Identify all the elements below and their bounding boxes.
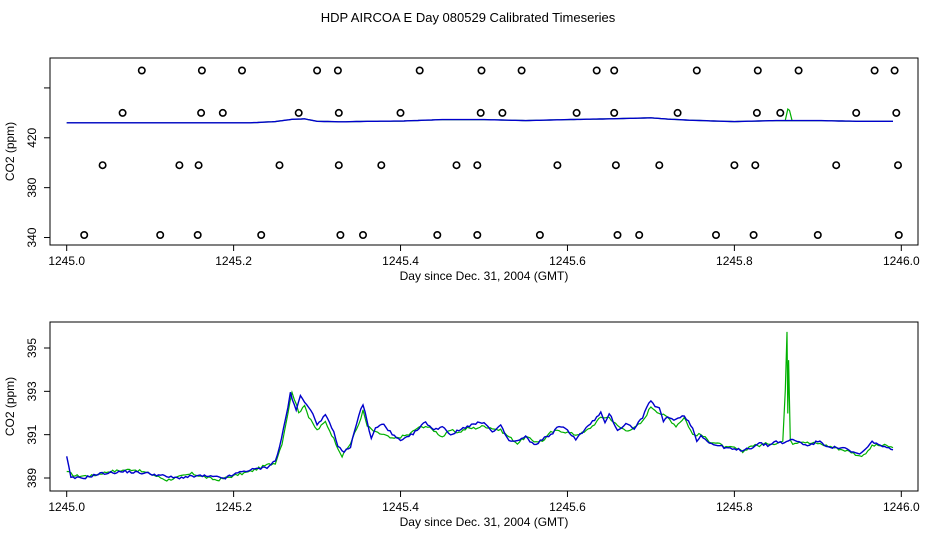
data-point <box>197 108 206 117</box>
data-point <box>473 231 482 240</box>
y-tick-label: 380 <box>25 177 39 197</box>
y-tick-label: 391 <box>25 424 39 444</box>
data-point <box>610 108 619 117</box>
data-point <box>238 66 247 75</box>
data-point <box>753 66 762 75</box>
data-point <box>313 66 322 75</box>
data-point <box>711 231 720 240</box>
x-tick-label: 1245.8 <box>716 254 753 268</box>
data-point <box>396 108 405 117</box>
data-point <box>334 108 343 117</box>
data-point <box>294 108 303 117</box>
data-point <box>193 231 202 240</box>
data-point <box>592 66 601 75</box>
x-tick-label: 1245.0 <box>48 500 85 514</box>
data-point <box>194 161 203 170</box>
x-axis-label: Day since Dec. 31, 2004 (GMT) <box>400 269 569 283</box>
data-point <box>218 108 227 117</box>
y-tick-label: 420 <box>25 127 39 147</box>
data-point <box>749 231 758 240</box>
data-point <box>890 66 899 75</box>
y-tick-label: 393 <box>25 381 39 401</box>
data-point <box>894 231 903 240</box>
data-point <box>730 161 739 170</box>
data-point <box>692 66 701 75</box>
data-point <box>655 161 664 170</box>
data-point <box>452 161 461 170</box>
data-point <box>80 231 89 240</box>
y-tick-label: 395 <box>25 338 39 358</box>
data-point <box>197 66 206 75</box>
y-tick-label: 389 <box>25 468 39 488</box>
data-point <box>870 66 879 75</box>
data-point <box>776 108 785 117</box>
y-axis-label: CO2 (ppm) <box>3 377 17 436</box>
data-point <box>473 161 482 170</box>
data-point <box>333 66 342 75</box>
data-point <box>613 231 622 240</box>
blue-series-line <box>66 392 894 480</box>
y-tick-label: 340 <box>25 227 39 247</box>
data-point <box>852 108 861 117</box>
x-tick-label: 1245.4 <box>382 500 419 514</box>
data-point <box>377 161 386 170</box>
data-point <box>137 66 146 75</box>
data-point <box>433 231 442 240</box>
plot-frame <box>49 57 919 246</box>
x-tick-label: 1245.2 <box>215 500 252 514</box>
green-series-line <box>66 331 894 482</box>
data-point <box>610 66 619 75</box>
data-point <box>535 231 544 240</box>
figure-title: HDP AIRCOA E Day 080529 Calibrated Times… <box>321 10 616 25</box>
data-point <box>118 108 127 117</box>
data-point <box>175 161 184 170</box>
data-point <box>794 66 803 75</box>
x-tick-label: 1246.0 <box>883 254 920 268</box>
data-point <box>673 108 682 117</box>
data-point <box>813 231 822 240</box>
data-point <box>832 161 841 170</box>
data-point <box>336 231 345 240</box>
green-spike <box>784 108 793 121</box>
plot-frame <box>49 321 919 492</box>
data-point <box>553 161 562 170</box>
x-tick-label: 1245.6 <box>549 254 586 268</box>
data-point <box>477 66 486 75</box>
x-axis-label: Day since Dec. 31, 2004 (GMT) <box>400 515 569 529</box>
x-tick-label: 1245.6 <box>549 500 586 514</box>
data-point <box>275 161 284 170</box>
y-axis-label: CO2 (ppm) <box>3 122 17 181</box>
data-point <box>572 108 581 117</box>
data-point <box>415 66 424 75</box>
data-point <box>751 161 760 170</box>
data-point <box>892 108 901 117</box>
data-point <box>498 108 507 117</box>
bottom-panel: 1245.0 1245.2 1245.4 1245.6 1245.8 1246.0 389 3… <box>3 321 920 529</box>
x-tick-label: 1245.4 <box>382 254 419 268</box>
data-point <box>635 231 644 240</box>
data-point <box>334 161 343 170</box>
x-tick-label: 1246.0 <box>883 500 920 514</box>
data-point <box>98 161 107 170</box>
data-point <box>893 161 902 170</box>
data-point <box>358 231 367 240</box>
data-point <box>156 231 165 240</box>
data-point <box>517 66 526 75</box>
data-point <box>611 161 620 170</box>
data-point <box>752 108 761 117</box>
x-tick-label: 1245.0 <box>48 254 85 268</box>
data-point <box>257 231 266 240</box>
data-point <box>476 108 485 117</box>
top-panel: 1245.0 1245.2 1245.4 1245.6 1245.8 1246.0 340 3… <box>3 57 920 283</box>
x-tick-label: 1245.2 <box>215 254 252 268</box>
x-tick-label: 1245.8 <box>716 500 753 514</box>
blue-series-line <box>66 117 893 124</box>
